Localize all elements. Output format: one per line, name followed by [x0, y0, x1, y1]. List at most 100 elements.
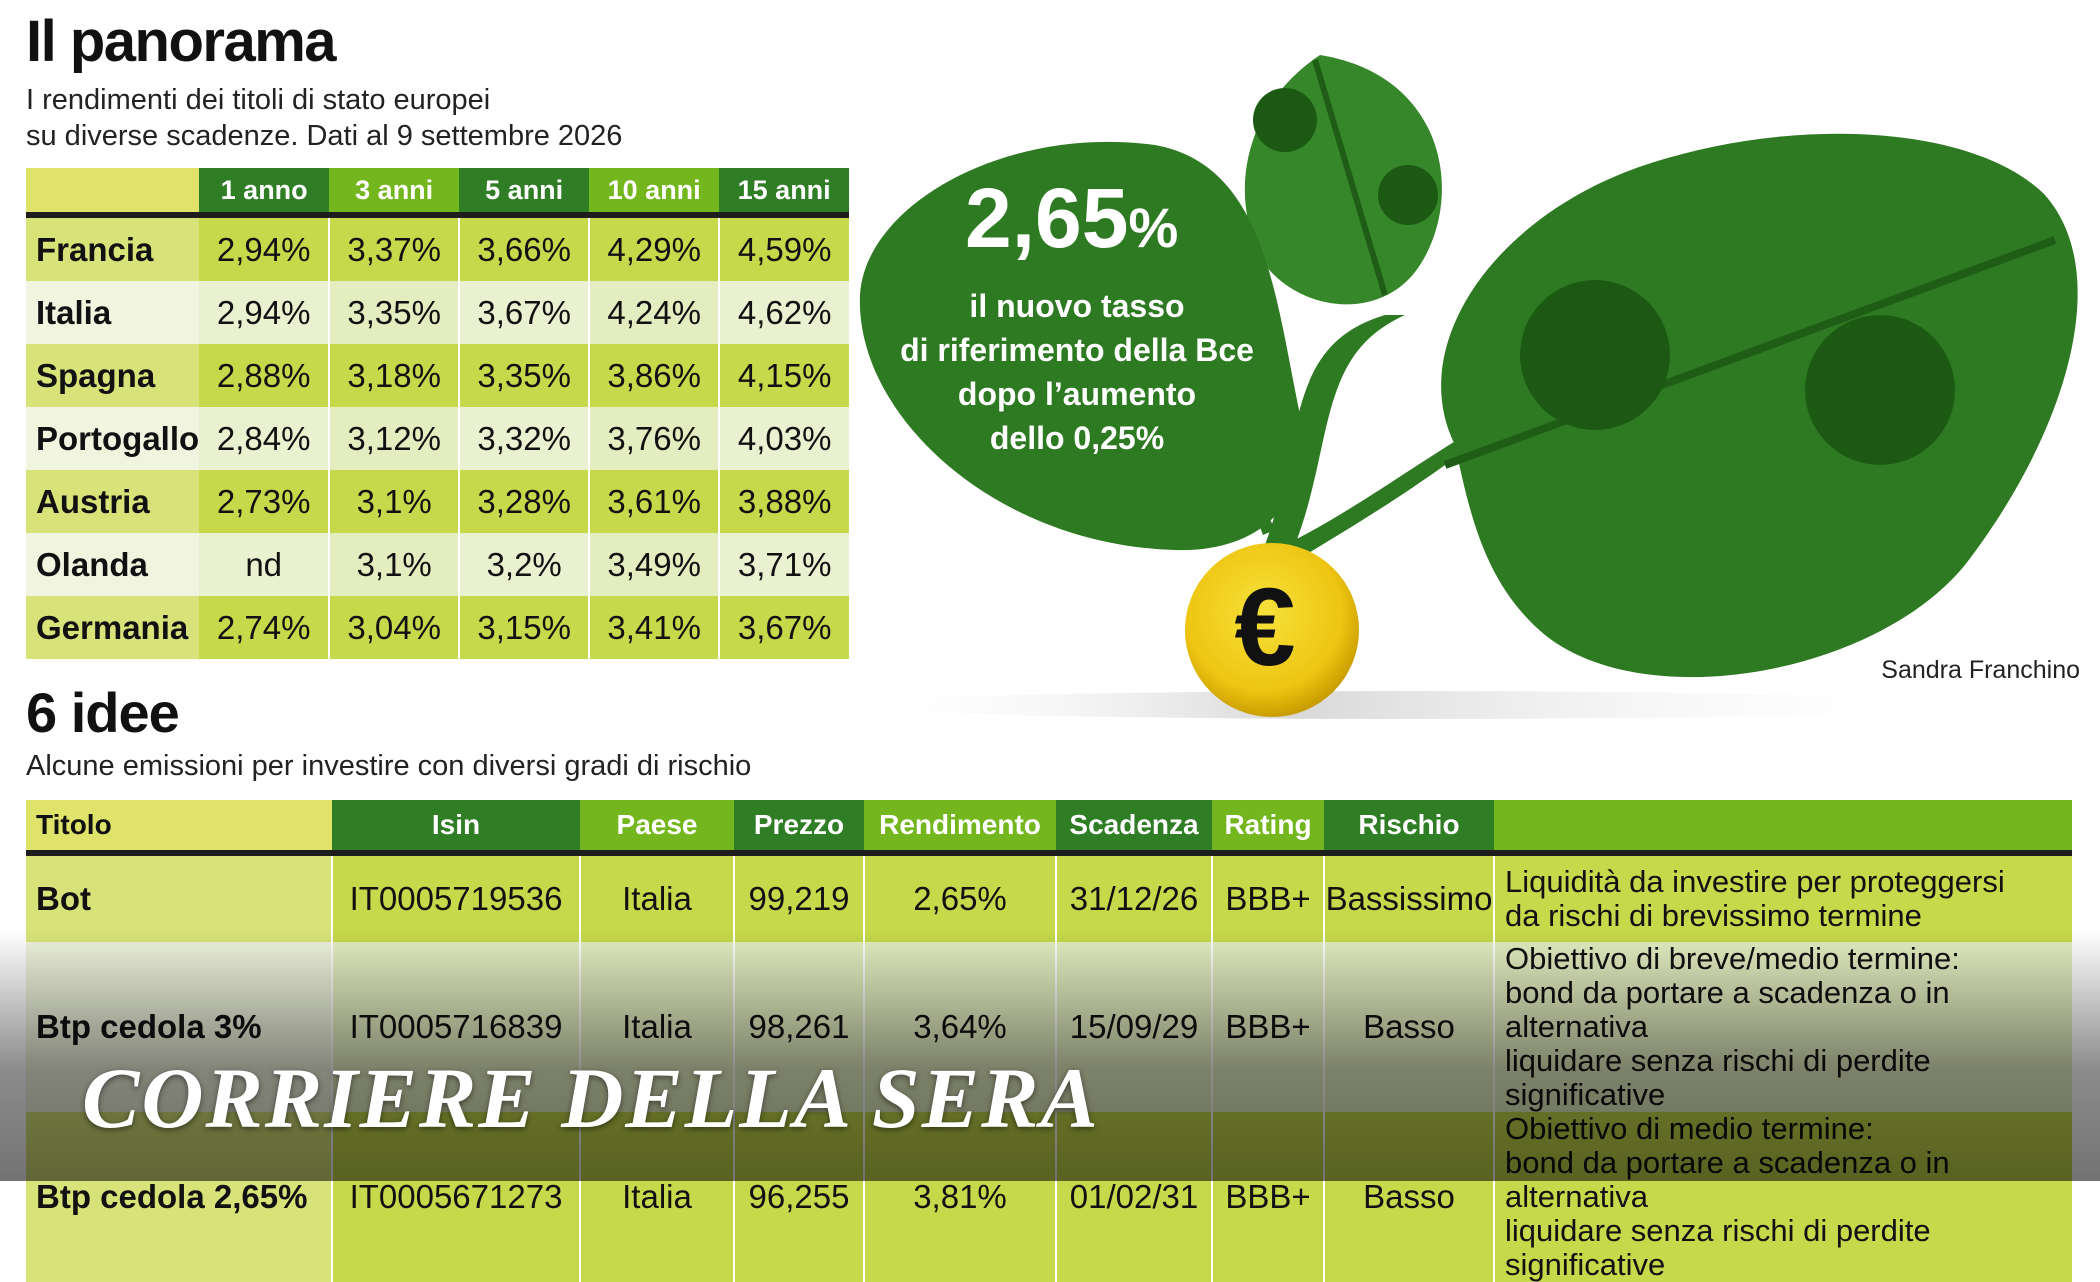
big-leaf	[1441, 133, 2078, 678]
yields-value: 3,66%	[459, 215, 591, 281]
panorama-subtitle-line1: I rendimenti dei titoli di stato europei	[26, 84, 491, 116]
ideas-cell-rendimento: 2,65%	[864, 853, 1057, 942]
yields-value: 3,86%	[589, 344, 721, 407]
yields-header-row: 1 anno 3 anni 5 anni 10 anni 15 anni	[26, 168, 850, 218]
ideas-cell-prezzo: 99,219	[734, 853, 865, 942]
yields-value: 2,84%	[199, 407, 331, 470]
ideas-row: Bot IT0005719536 Italia 99,219 2,65% 31/12/26…	[26, 853, 2072, 942]
yields-row: Francia 2,94% 3,37% 3,66% 4,29% 4,59%	[26, 215, 850, 281]
ideas-title: 6 idee	[26, 681, 180, 744]
growth-leaf-illustration: 2,65% il nuovo tasso di riferimento dell…	[845, 55, 2080, 719]
yields-col-header: 3 anni	[329, 168, 460, 218]
ideas-col-header: Paese	[580, 800, 734, 856]
leaf-spot	[1253, 88, 1317, 152]
ideas-header-row: Titolo Isin Paese Prezzo Rendimento Scad…	[26, 800, 2072, 856]
yields-country: Germania	[26, 596, 200, 659]
yields-value: 3,76%	[589, 407, 721, 470]
yields-table: 1 anno 3 anni 5 anni 10 anni 15 anni Fra…	[26, 168, 850, 659]
panorama-subtitle-line2: su diverse scadenze. Dati al 9 settembre…	[26, 120, 623, 152]
yields-col-header: 5 anni	[459, 168, 590, 218]
yields-value: 3,04%	[329, 596, 461, 659]
leaf-spot	[1805, 315, 1955, 465]
ideas-cell-scadenza: 31/12/26	[1056, 853, 1213, 942]
yields-value: 2,73%	[199, 470, 331, 533]
yields-value: 4,62%	[719, 281, 850, 344]
yields-value: 2,74%	[199, 596, 331, 659]
yields-row: Austria 2,73% 3,1% 3,28% 3,61% 3,88%	[26, 470, 850, 533]
yields-row: Olanda nd 3,1% 3,2% 3,49% 3,71%	[26, 533, 850, 596]
big-leaf-vein	[1443, 236, 2057, 469]
yields-country: Spagna	[26, 344, 200, 407]
leaf-spot	[1520, 280, 1670, 430]
illustration-credit: Sandra Franchino	[1881, 656, 2080, 684]
ideas-note: Liquidità da investire per proteggersi da…	[1494, 853, 2072, 942]
ideas-cell-rating: BBB+	[1212, 853, 1325, 942]
yields-value: 3,1%	[329, 470, 461, 533]
yields-value: 3,2%	[459, 533, 591, 596]
ideas-cell-rischio: Bassissimo	[1324, 853, 1495, 942]
ideas-subtitle: Alcune emissioni per investire con diver…	[26, 750, 752, 782]
yields-col-header: 10 anni	[589, 168, 720, 218]
yields-col-header: 1 anno	[199, 168, 330, 218]
ground-shadow	[845, 691, 1965, 719]
yields-value: 3,67%	[459, 281, 591, 344]
ideas-cell-titolo: Bot	[26, 853, 333, 942]
yields-value: 3,15%	[459, 596, 591, 659]
yields-value: 3,18%	[329, 344, 461, 407]
ideas-cell-paese: Italia	[580, 853, 735, 942]
yields-value: 3,71%	[719, 533, 850, 596]
yields-value: 3,61%	[589, 470, 721, 533]
yields-value: 4,29%	[589, 215, 721, 281]
small-leaf-vein	[1312, 59, 1388, 296]
yields-value: 2,88%	[199, 344, 331, 407]
stem-right	[1285, 435, 1470, 560]
leaf-spot	[1378, 165, 1438, 225]
ideas-col-header: Isin	[332, 800, 580, 856]
yields-row: Portogallo 2,84% 3,12% 3,32% 3,76% 4,03%	[26, 407, 850, 470]
yields-value: 3,49%	[589, 533, 721, 596]
yields-value: 3,37%	[329, 215, 461, 281]
ideas-note-line: da rischi di brevissimo termine	[1505, 898, 1922, 933]
yields-col-header: 15 anni	[719, 168, 850, 218]
yields-value: 3,12%	[329, 407, 461, 470]
corriere-logo: CORRIERE DELLA SERA	[82, 1050, 1100, 1146]
yields-country: Francia	[26, 215, 200, 281]
ideas-note-line: liquidare senza rischi di perdite signif…	[1505, 1213, 1931, 1282]
yields-row: Spagna 2,88% 3,18% 3,35% 3,86% 4,15%	[26, 344, 850, 407]
ideas-col-header: Rating	[1212, 800, 1324, 856]
yields-header-corner	[26, 168, 200, 218]
rate-caption-line4: dello 0,25%	[990, 420, 1164, 456]
rate-caption-line1: il nuovo tasso	[969, 288, 1184, 324]
ideas-col-header: Prezzo	[734, 800, 864, 856]
euro-coin	[1185, 543, 1359, 717]
bottom-shade	[0, 930, 2100, 1181]
yields-country: Olanda	[26, 533, 200, 596]
yields-value: 3,41%	[589, 596, 721, 659]
yields-value: 3,67%	[719, 596, 850, 659]
rate-caption-line3: dopo l’aumento	[958, 376, 1196, 412]
yields-value: 4,03%	[719, 407, 850, 470]
yields-country: Austria	[26, 470, 200, 533]
yields-value: 3,1%	[329, 533, 461, 596]
ideas-col-header: Rischio	[1324, 800, 1494, 856]
yields-value: 3,35%	[329, 281, 461, 344]
yields-value: 3,32%	[459, 407, 591, 470]
yields-value: 3,88%	[719, 470, 850, 533]
yields-country: Italia	[26, 281, 200, 344]
yields-value: 3,28%	[459, 470, 591, 533]
yields-value: 3,35%	[459, 344, 591, 407]
yields-value: 4,59%	[719, 215, 850, 281]
yields-row: Italia 2,94% 3,35% 3,67% 4,24% 4,62%	[26, 281, 850, 344]
stem	[1265, 315, 1405, 550]
yields-country: Portogallo	[26, 407, 200, 470]
ideas-col-header: Titolo	[26, 800, 332, 856]
ideas-cell-isin: IT0005719536	[332, 853, 581, 942]
ideas-note-line: Liquidità da investire per proteggersi	[1505, 864, 2005, 899]
yields-value: 2,94%	[199, 281, 331, 344]
rate-caption-line2: di riferimento della Bce	[900, 332, 1254, 368]
yields-value: 4,15%	[719, 344, 850, 407]
rate-leaf	[859, 141, 1304, 551]
yields-row: Germania 2,74% 3,04% 3,15% 3,41% 3,67%	[26, 596, 850, 659]
yields-value: nd	[199, 533, 331, 596]
panorama-title: Il panorama	[26, 9, 337, 74]
